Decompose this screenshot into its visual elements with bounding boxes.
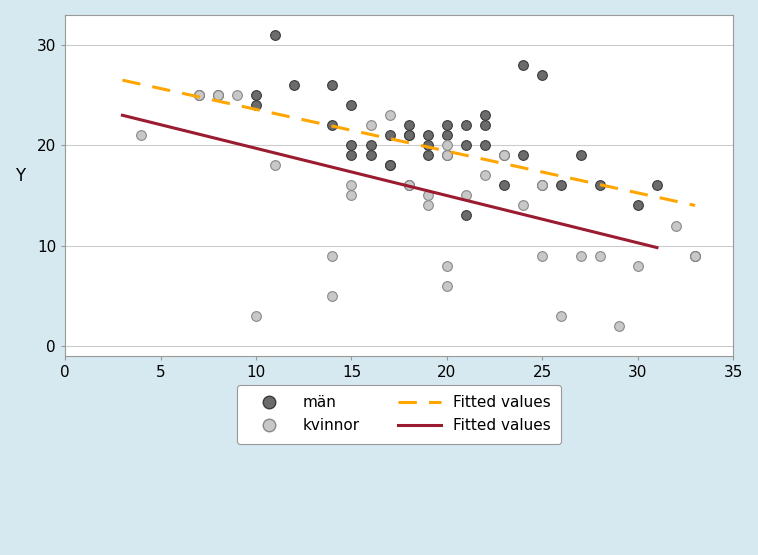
Point [365, 141, 377, 150]
Point [384, 131, 396, 140]
Point [402, 181, 415, 190]
Y-axis label: Y: Y [15, 168, 25, 185]
Point [402, 131, 415, 140]
Point [575, 251, 587, 260]
Point [346, 141, 358, 150]
Point [402, 121, 415, 130]
Point [327, 80, 339, 89]
Point [479, 171, 491, 180]
Point [460, 141, 472, 150]
Point [250, 101, 262, 110]
Point [441, 121, 453, 130]
Point [575, 151, 587, 160]
Point [365, 151, 377, 160]
Point [288, 80, 300, 89]
Point [211, 91, 224, 100]
Point [689, 251, 701, 260]
Point [498, 151, 510, 160]
Point [517, 60, 529, 69]
Point [365, 121, 377, 130]
Point [269, 31, 281, 39]
Point [384, 161, 396, 170]
Point [612, 321, 625, 330]
Point [498, 151, 510, 160]
Point [441, 131, 453, 140]
Point [421, 151, 434, 160]
Point [421, 131, 434, 140]
Point [402, 181, 415, 190]
Point [517, 201, 529, 210]
Point [460, 211, 472, 220]
Point [517, 151, 529, 160]
Point [193, 91, 205, 100]
Point [479, 121, 491, 130]
Point [441, 151, 453, 160]
Point [421, 201, 434, 210]
Point [231, 91, 243, 100]
Point [441, 151, 453, 160]
Point [327, 291, 339, 300]
Point [402, 131, 415, 140]
Point [537, 181, 549, 190]
Point [346, 181, 358, 190]
Point [651, 181, 663, 190]
Point [327, 121, 339, 130]
Point [193, 91, 205, 100]
Point [460, 121, 472, 130]
Point [632, 261, 644, 270]
Point [537, 181, 549, 190]
Point [250, 91, 262, 100]
Point [421, 191, 434, 200]
Legend: män, kvinnor, Fitted values, Fitted values: män, kvinnor, Fitted values, Fitted valu… [237, 385, 562, 443]
Point [670, 221, 682, 230]
Point [689, 251, 701, 260]
Point [384, 111, 396, 120]
Point [384, 161, 396, 170]
Point [441, 141, 453, 150]
Point [346, 101, 358, 110]
Point [269, 161, 281, 170]
Point [346, 191, 358, 200]
Point [498, 181, 510, 190]
Point [327, 251, 339, 260]
Point [632, 201, 644, 210]
X-axis label: X: X [393, 385, 405, 403]
Point [346, 151, 358, 160]
Point [250, 311, 262, 320]
Point [479, 141, 491, 150]
Point [479, 111, 491, 120]
Point [441, 281, 453, 290]
Point [537, 70, 549, 79]
Point [556, 311, 568, 320]
Point [421, 141, 434, 150]
Point [460, 191, 472, 200]
Point [441, 261, 453, 270]
Point [211, 91, 224, 100]
Point [537, 251, 549, 260]
Point [136, 131, 148, 140]
Point [594, 181, 606, 190]
Point [594, 251, 606, 260]
Point [556, 181, 568, 190]
